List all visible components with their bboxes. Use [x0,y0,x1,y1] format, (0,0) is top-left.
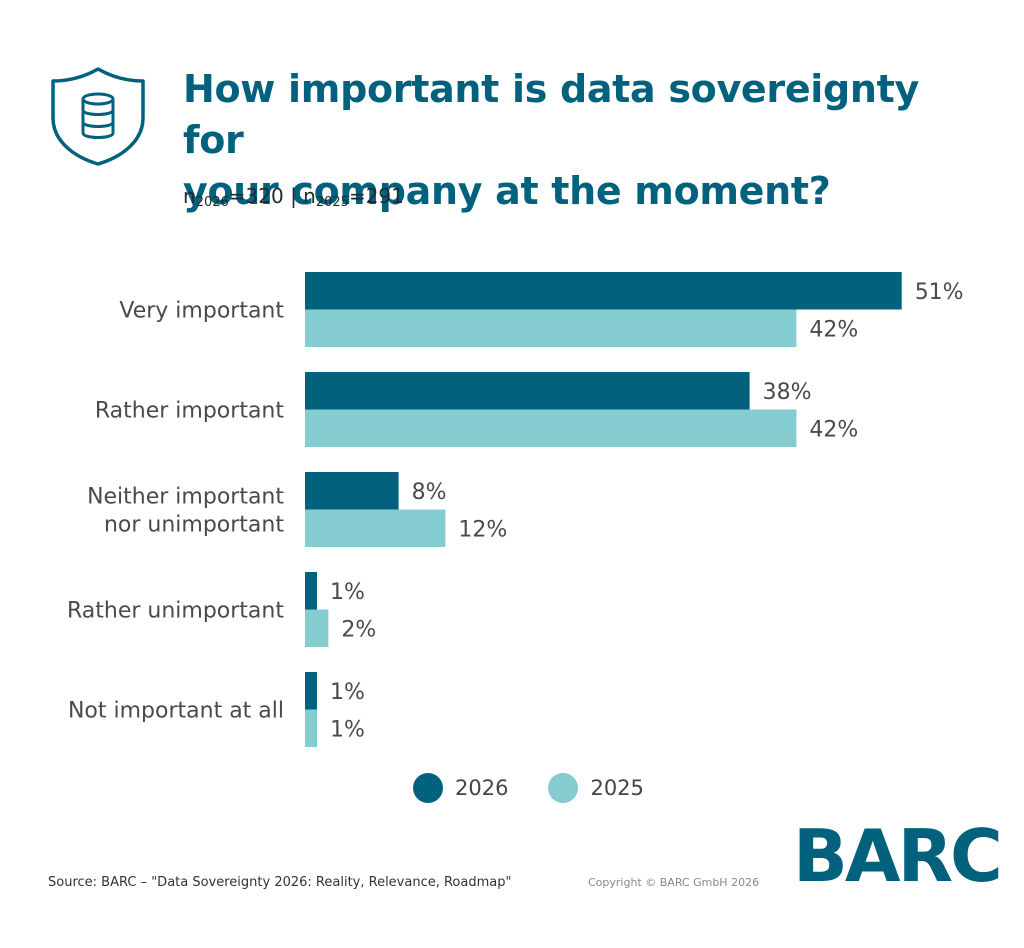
n-sub-2025: 2025 [315,195,349,210]
legend-item-2026: 2026 [413,773,508,803]
bar-2025 [305,509,446,547]
legend-swatch-2025 [548,773,579,803]
bar-2026 [305,572,317,610]
data-label-2026: 38% [763,380,812,405]
legend-label-2025: 2025 [590,776,644,800]
n-value-2025: =291 [348,184,404,208]
bar-2026 [305,472,399,510]
legend-swatch-2026 [413,773,443,803]
source-note: Source: BARC – "Data Sovereignty 2026: R… [48,875,512,890]
bar-2026 [305,672,317,710]
bar-2026 [305,372,750,410]
data-label-2025: 2% [341,618,376,643]
bar-chart: Very important 51% 42% Rather important 38% 4… [67,272,964,747]
legend: 2026 2025 [413,773,684,803]
data-label-2025: 42% [809,318,858,343]
n-label-2026: n [183,184,196,208]
data-label-2026: 51% [915,280,964,305]
n-label-2025: n [303,184,316,208]
title-line-1: How important is data sovereignty for [183,67,920,162]
data-label-2025: 1% [330,718,365,743]
database-shield-icon [50,66,146,166]
legend-label-2026: 2026 [455,776,509,800]
n-sub-2026: 2026 [195,195,229,210]
category-label: Not important at all [68,699,284,724]
bar-2025 [305,409,797,447]
data-label-2026: 1% [330,580,365,605]
data-label-2026: 8% [412,480,447,505]
bar-2025 [305,709,317,747]
category-label: Rather unimportant [67,599,284,624]
n-value-2026: =320 [228,184,284,208]
sample-size: n2026=320 | n2025=291 [183,184,404,210]
bar-2025 [305,609,329,647]
data-label-2025: 12% [458,518,507,543]
data-label-2025: 42% [809,418,858,443]
bar-2026 [305,272,902,310]
category-label: Rather important [95,399,284,424]
chart-title: How important is data sovereignty for yo… [183,64,983,217]
title-line-2: your company at the moment? [183,169,831,213]
category-label: Very important [119,299,284,324]
n-separator: | [283,184,304,208]
legend-item-2025: 2025 [548,773,644,803]
category-label: nor unimportant [104,513,284,538]
copyright-note: Copyright © BARC GmbH 2026 [588,876,760,889]
category-label: Neither important [87,485,284,510]
bar-2025 [305,309,797,347]
data-label-2026: 1% [330,680,365,705]
barc-logo: BARC [793,814,1003,898]
